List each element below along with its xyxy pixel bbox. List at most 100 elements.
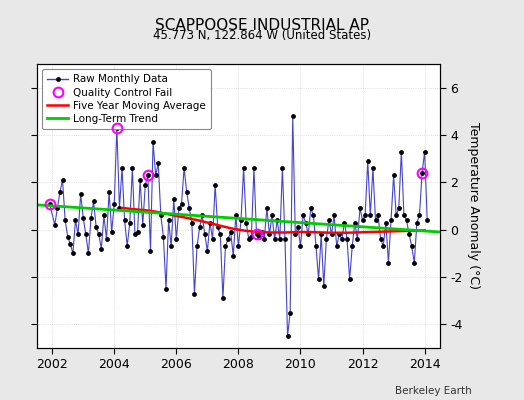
Point — [146, 248, 155, 254]
Point — [317, 231, 325, 238]
Point — [226, 229, 235, 235]
Point — [397, 148, 406, 155]
Point — [121, 217, 129, 223]
Point — [198, 212, 206, 219]
Point — [190, 290, 199, 297]
Text: 45.773 N, 122.864 W (United States): 45.773 N, 122.864 W (United States) — [153, 30, 371, 42]
Point — [353, 236, 362, 242]
Point — [418, 170, 426, 176]
Point — [131, 231, 139, 238]
Point — [304, 231, 312, 238]
Point — [182, 189, 191, 195]
Point — [128, 165, 137, 171]
Point — [420, 148, 429, 155]
Point — [278, 165, 287, 171]
Point — [229, 252, 237, 259]
Point — [408, 243, 416, 250]
Point — [333, 243, 341, 250]
Point — [167, 243, 176, 250]
Point — [188, 219, 196, 226]
Point — [301, 219, 310, 226]
Point — [337, 236, 346, 242]
Point — [260, 236, 268, 242]
Point — [107, 229, 116, 235]
Point — [270, 236, 279, 242]
Point — [325, 217, 333, 223]
Point — [149, 139, 157, 145]
Point — [369, 165, 377, 171]
Point — [136, 177, 144, 183]
Point — [273, 217, 281, 223]
Point — [374, 212, 383, 219]
Point — [381, 219, 390, 226]
Point — [276, 236, 284, 242]
Point — [206, 219, 214, 226]
Point — [330, 212, 339, 219]
Point — [172, 236, 181, 242]
Point — [102, 236, 111, 242]
Point — [340, 219, 348, 226]
Point — [63, 234, 72, 240]
Point — [348, 243, 356, 250]
Point — [335, 231, 344, 238]
Point — [170, 196, 178, 202]
Text: Berkeley Earth: Berkeley Earth — [395, 386, 472, 396]
Point — [180, 165, 188, 171]
Point — [82, 231, 90, 238]
Point — [232, 212, 240, 219]
Point — [211, 182, 220, 188]
Point — [283, 333, 292, 339]
Point — [245, 236, 253, 242]
Point — [234, 243, 243, 250]
Point — [296, 243, 304, 250]
Point — [320, 283, 328, 290]
Point — [405, 231, 413, 238]
Point — [105, 189, 113, 195]
Point — [216, 231, 224, 238]
Point — [151, 172, 160, 178]
Point — [343, 236, 351, 242]
Point — [237, 217, 245, 223]
Point — [133, 229, 141, 235]
Point — [286, 309, 294, 316]
Point — [56, 189, 64, 195]
Point — [312, 243, 320, 250]
Point — [384, 260, 392, 266]
Point — [257, 229, 266, 235]
Point — [423, 217, 431, 223]
Point — [402, 217, 411, 223]
Point — [309, 212, 318, 219]
Point — [159, 234, 168, 240]
Point — [247, 234, 256, 240]
Point — [291, 231, 300, 238]
Point — [77, 191, 85, 197]
Point — [74, 231, 82, 238]
Point — [162, 286, 170, 292]
Point — [395, 205, 403, 212]
Point — [322, 236, 331, 242]
Point — [314, 276, 323, 282]
Point — [126, 219, 134, 226]
Point — [358, 217, 367, 223]
Point — [87, 215, 95, 221]
Y-axis label: Temperature Anomaly (°C): Temperature Anomaly (°C) — [466, 122, 479, 290]
Point — [61, 217, 69, 223]
Point — [413, 219, 421, 226]
Point — [69, 250, 77, 256]
Point — [201, 231, 209, 238]
Point — [361, 212, 369, 219]
Point — [255, 234, 264, 240]
Point — [253, 231, 261, 238]
Point — [213, 224, 222, 230]
Point — [92, 224, 101, 230]
Point — [265, 231, 274, 238]
Legend: Raw Monthly Data, Quality Control Fail, Five Year Moving Average, Long-Term Tren: Raw Monthly Data, Quality Control Fail, … — [42, 69, 211, 129]
Point — [154, 160, 162, 167]
Point — [144, 172, 152, 178]
Point — [118, 165, 126, 171]
Point — [239, 165, 248, 171]
Point — [400, 212, 408, 219]
Point — [372, 217, 380, 223]
Point — [356, 205, 364, 212]
Point — [263, 205, 271, 212]
